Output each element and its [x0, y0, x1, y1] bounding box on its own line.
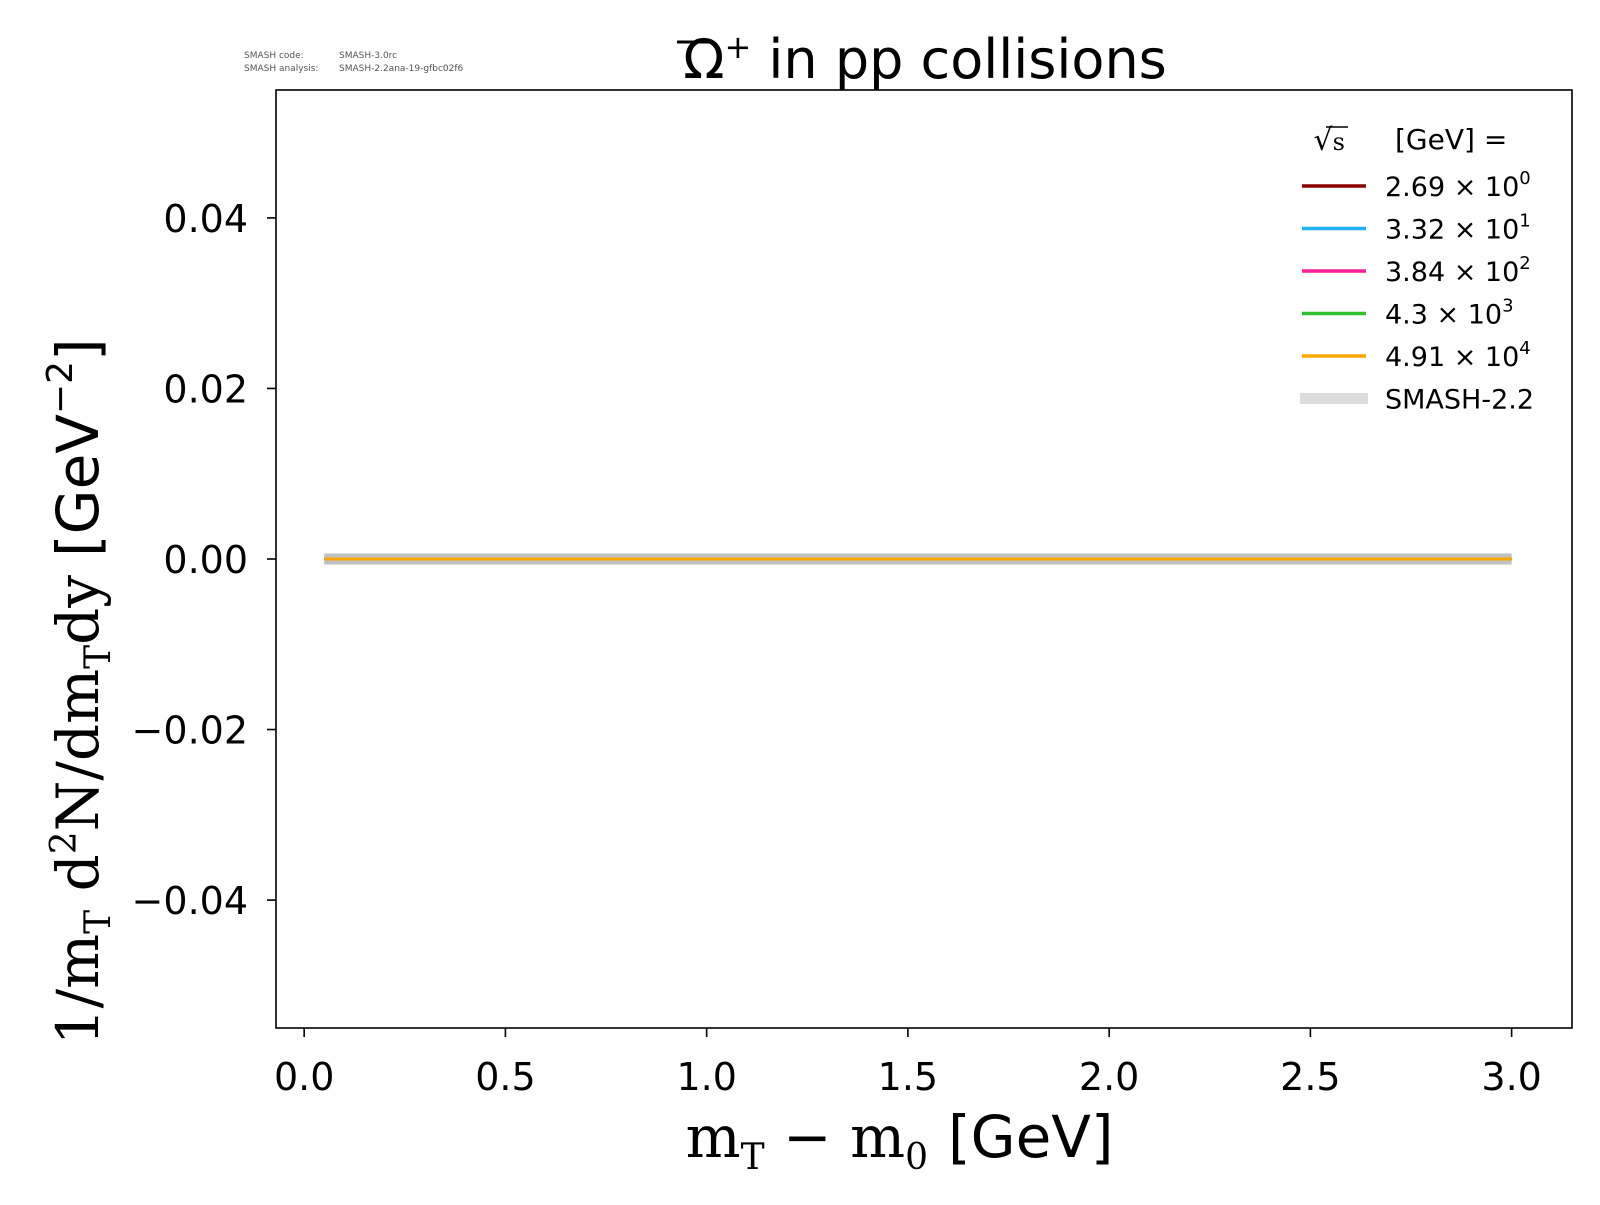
y-tick-label: −0.04	[132, 879, 248, 923]
x-tick-label: 3.0	[1481, 1055, 1541, 1099]
y-axis-label-math: 1/mT d2N/dmTdy	[44, 575, 119, 1046]
version-code-value: SMASH-3.0rc	[339, 51, 397, 61]
legend-label: 2.69 × 100	[1385, 168, 1531, 203]
title-particle: Ω	[683, 28, 724, 91]
x-axis-ticks: 0.0 0.5 1.0 1.5 2.0 2.5 3.0	[274, 1028, 1542, 1099]
legend-title: √s [GeV] =	[1314, 123, 1508, 158]
version-analysis-value: SMASH-2.2ana-19-gfbc02f6	[339, 64, 464, 74]
y-axis-ticks: 0.04 0.02 0.00 −0.02 −0.04	[132, 197, 276, 923]
x-tick-label: 0.0	[274, 1055, 334, 1099]
x-tick-label: 1.5	[878, 1055, 938, 1099]
legend-label: 3.84 × 102	[1385, 253, 1531, 288]
y-tick-label: 0.02	[163, 367, 248, 411]
y-axis-label: 1/mT d2N/dmTdy [GeV−2]	[40, 338, 119, 1045]
legend-label: 3.32 × 101	[1385, 211, 1531, 246]
legend-label-reference: SMASH-2.2	[1385, 385, 1534, 416]
title-rest: in pp collisions	[751, 28, 1167, 91]
x-tick-label: 2.0	[1079, 1055, 1139, 1099]
legend: √s [GeV] = 2.69 × 100 3.32 × 101 3.84 × 10…	[1300, 123, 1534, 416]
version-analysis-label: SMASH analysis:	[244, 64, 318, 74]
legend-label: 4.91 × 104	[1385, 338, 1531, 373]
legend-items: 2.69 × 100 3.32 × 101 3.84 × 102 4.3 × 103 4…	[1300, 168, 1534, 416]
title-charge: +	[724, 28, 751, 66]
x-axis-label-unit: [GeV]	[948, 1103, 1114, 1171]
x-tick-label: 2.5	[1280, 1055, 1340, 1099]
legend-title-symbol: √s	[1314, 123, 1345, 158]
legend-label: 4.3 × 103	[1385, 296, 1514, 331]
x-tick-label: 0.5	[475, 1055, 535, 1099]
chart-title: Ω+ in pp collisions	[683, 28, 1167, 91]
version-code-label: SMASH code:	[244, 51, 304, 61]
y-tick-label: 0.04	[163, 197, 248, 241]
legend-title-text: [GeV] =	[1395, 123, 1507, 156]
x-tick-label: 1.0	[676, 1055, 736, 1099]
y-axis-label-unit: [GeV−2]	[40, 338, 112, 557]
y-tick-label: −0.02	[132, 709, 248, 753]
x-axis-label-math: mT − m0	[686, 1103, 928, 1178]
y-tick-label: 0.00	[163, 538, 248, 582]
